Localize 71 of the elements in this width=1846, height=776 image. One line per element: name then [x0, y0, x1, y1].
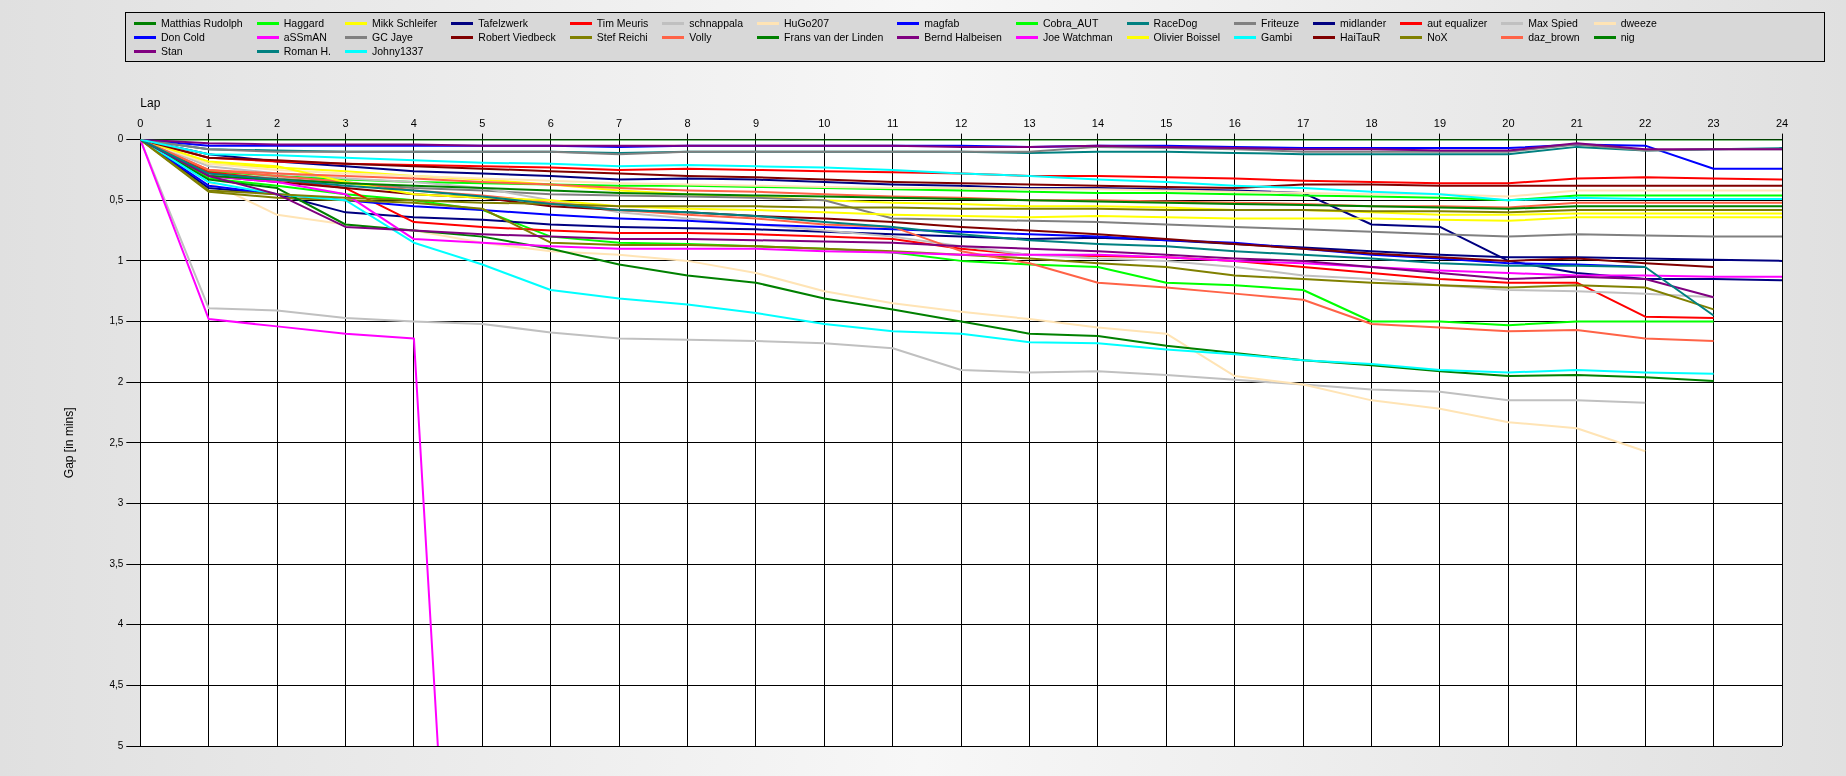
legend-label: Roman H.: [283, 45, 331, 57]
x-tick-label: 19: [1433, 117, 1447, 130]
y-tick-label: 1: [117, 254, 124, 266]
y-tick-label: 1,5: [109, 315, 124, 327]
legend-label: Mikk Schleifer: [371, 17, 438, 29]
legend-label: RaceDog: [1153, 17, 1198, 29]
x-tick-label: 9: [752, 117, 759, 130]
legend-label: Olivier Boissel: [1153, 31, 1221, 43]
y-tick-label: 4: [117, 618, 124, 630]
legend-label: Don Cold: [161, 31, 205, 43]
y-axis-title: Gap [in mins]: [61, 407, 76, 479]
legend-label: daz_brown: [1528, 31, 1580, 43]
legend-label: Friteuze: [1261, 17, 1300, 29]
legend-label: dweeze: [1620, 17, 1657, 29]
x-tick-label: 12: [955, 117, 968, 130]
x-tick-label: 1: [205, 117, 212, 130]
y-tick-label: 0: [117, 133, 124, 145]
y-tick-label: 0,5: [109, 193, 124, 205]
x-tick-label: 4: [410, 117, 417, 130]
legend-label: Joe Watchman: [1042, 31, 1113, 43]
y-tick-label: 2,5: [109, 436, 124, 448]
x-tick-label: 13: [1023, 117, 1036, 130]
legend-label: GC Jaye: [371, 31, 413, 43]
legend-label: Johny1337: [371, 45, 424, 57]
legend-label: magfab: [924, 17, 960, 29]
legend-label: nig: [1620, 31, 1635, 43]
x-tick-label: 17: [1297, 117, 1310, 130]
x-tick-label: 5: [479, 117, 486, 130]
legend-label: midlander: [1340, 17, 1387, 29]
legend-label: Bernd Halbeisen: [924, 31, 1002, 43]
x-tick-label: 24: [1775, 117, 1789, 130]
y-tick-label: 3,5: [109, 557, 124, 569]
x-tick-label: 18: [1365, 117, 1378, 130]
y-tick-label: 4,5: [109, 679, 124, 691]
legend-label: Cobra_AUT: [1042, 17, 1099, 29]
x-tick-label: 20: [1502, 117, 1515, 130]
x-tick-label: 6: [547, 117, 554, 130]
x-tick-label: 21: [1570, 117, 1583, 130]
x-tick-label: 16: [1228, 117, 1241, 130]
x-tick-label: 15: [1160, 117, 1173, 130]
legend-label: Frans van der Linden: [784, 31, 884, 43]
x-tick-label: 2: [274, 117, 281, 130]
legend-label: Haggard: [283, 17, 324, 29]
legend-label: Tafelzwerk: [478, 17, 528, 29]
x-axis-title: Lap: [140, 95, 161, 110]
y-tick-label: 3: [117, 497, 124, 509]
legend-label: Tim Meuris: [596, 17, 649, 29]
x-tick-label: 22: [1639, 117, 1652, 130]
legend-label: aSSmAN: [283, 31, 327, 43]
x-tick-label: 14: [1091, 117, 1105, 130]
x-tick-label: 3: [342, 117, 349, 130]
legend-label: HuGo207: [784, 17, 829, 29]
y-tick-label: 2: [117, 375, 124, 387]
legend-label: aut equalizer: [1427, 17, 1488, 29]
x-tick-label: 23: [1707, 117, 1720, 130]
legend-label: Volly: [689, 31, 712, 43]
legend-label: Gambi: [1261, 31, 1293, 43]
legend-label: Matthias Rudolph: [161, 17, 243, 29]
x-tick-label: 8: [684, 117, 691, 130]
x-tick-label: 10: [818, 117, 831, 130]
legend-label: HaiTauR: [1340, 31, 1381, 43]
x-tick-label: 0: [137, 117, 144, 130]
legend-label: Stan: [161, 45, 183, 57]
x-tick-label: 11: [887, 117, 899, 130]
legend-label: Robert Viedbeck: [478, 31, 556, 43]
y-tick-label: 5: [117, 739, 124, 751]
legend-label: schnappala: [689, 17, 744, 29]
x-tick-label: 7: [616, 117, 623, 130]
legend-label: Stef Reichi: [596, 31, 648, 43]
legend-label: Max Spied: [1528, 17, 1578, 29]
legend-label: NoX: [1427, 31, 1448, 43]
